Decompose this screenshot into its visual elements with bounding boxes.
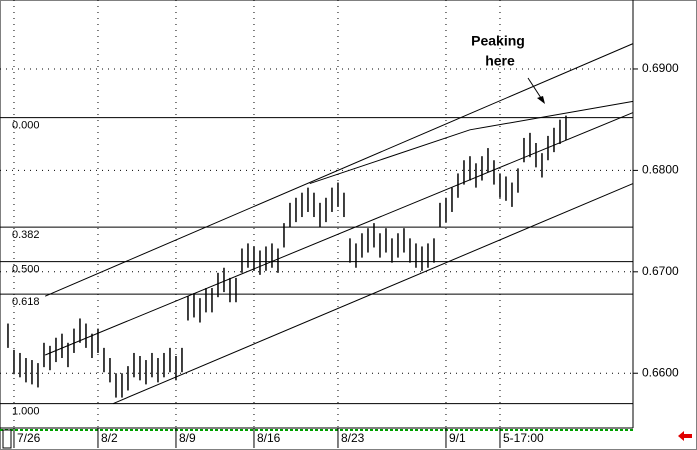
scroll-arrow[interactable]: [678, 431, 692, 441]
y-tick-label: 0.6800: [642, 163, 679, 177]
x-tick-label: 8/23: [341, 431, 365, 445]
y-tick-label: 0.6900: [642, 61, 679, 75]
trendline: [309, 100, 634, 185]
annotation: Peaking: [471, 33, 525, 49]
x-tick-label: 8/9: [179, 431, 196, 445]
x-tick-label: 7/26: [17, 431, 41, 445]
fib-label: 0.382: [12, 229, 40, 241]
trendline: [112, 183, 634, 405]
trendline: [44, 43, 634, 297]
fib-label: 0.618: [12, 296, 40, 308]
trendline: [44, 112, 634, 356]
x-tick-label: 5-17:00: [503, 431, 544, 445]
annotation-arrowhead: [537, 96, 545, 104]
y-tick-label: 0.6600: [642, 365, 679, 379]
scroll-box[interactable]: [2, 429, 12, 449]
fib-label: 0.000: [12, 120, 40, 132]
fib-label: 0.500: [12, 264, 40, 276]
fib-label: 1.000: [12, 406, 40, 418]
x-tick-label: 9/1: [449, 431, 466, 445]
y-tick-label: 0.6700: [642, 264, 679, 278]
x-tick-label: 8/16: [257, 431, 281, 445]
x-tick-label: 8/2: [101, 431, 118, 445]
